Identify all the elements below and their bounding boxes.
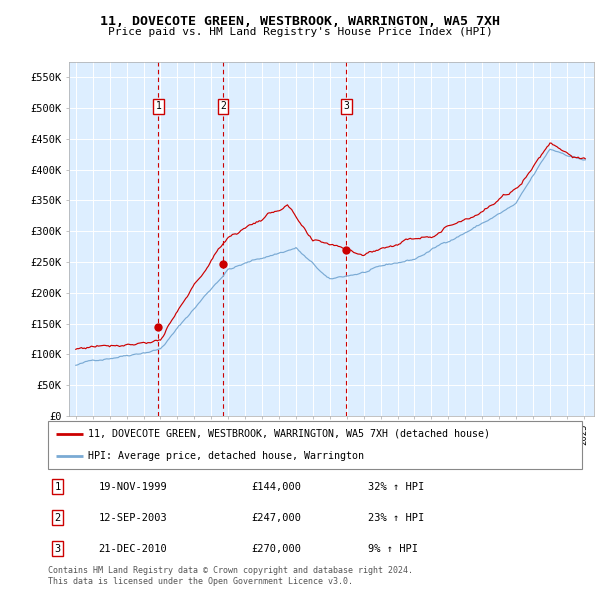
Text: £144,000: £144,000 <box>251 481 301 491</box>
Text: 32% ↑ HPI: 32% ↑ HPI <box>368 481 425 491</box>
FancyBboxPatch shape <box>48 421 582 469</box>
Text: 1: 1 <box>155 101 161 111</box>
Text: 1: 1 <box>55 481 61 491</box>
Text: 23% ↑ HPI: 23% ↑ HPI <box>368 513 425 523</box>
Text: 19-NOV-1999: 19-NOV-1999 <box>99 481 167 491</box>
Text: 9% ↑ HPI: 9% ↑ HPI <box>368 544 418 554</box>
Text: 2: 2 <box>55 513 61 523</box>
Text: £247,000: £247,000 <box>251 513 301 523</box>
Text: £270,000: £270,000 <box>251 544 301 554</box>
Text: 3: 3 <box>343 101 349 111</box>
Text: HPI: Average price, detached house, Warrington: HPI: Average price, detached house, Warr… <box>88 451 364 461</box>
Text: 21-DEC-2010: 21-DEC-2010 <box>99 544 167 554</box>
Text: Price paid vs. HM Land Registry's House Price Index (HPI): Price paid vs. HM Land Registry's House … <box>107 27 493 37</box>
Text: Contains HM Land Registry data © Crown copyright and database right 2024.
This d: Contains HM Land Registry data © Crown c… <box>48 566 413 586</box>
Text: 3: 3 <box>55 544 61 554</box>
Text: 11, DOVECOTE GREEN, WESTBROOK, WARRINGTON, WA5 7XH: 11, DOVECOTE GREEN, WESTBROOK, WARRINGTO… <box>100 15 500 28</box>
Text: 2: 2 <box>220 101 226 111</box>
Text: 12-SEP-2003: 12-SEP-2003 <box>99 513 167 523</box>
Text: 11, DOVECOTE GREEN, WESTBROOK, WARRINGTON, WA5 7XH (detached house): 11, DOVECOTE GREEN, WESTBROOK, WARRINGTO… <box>88 429 490 439</box>
